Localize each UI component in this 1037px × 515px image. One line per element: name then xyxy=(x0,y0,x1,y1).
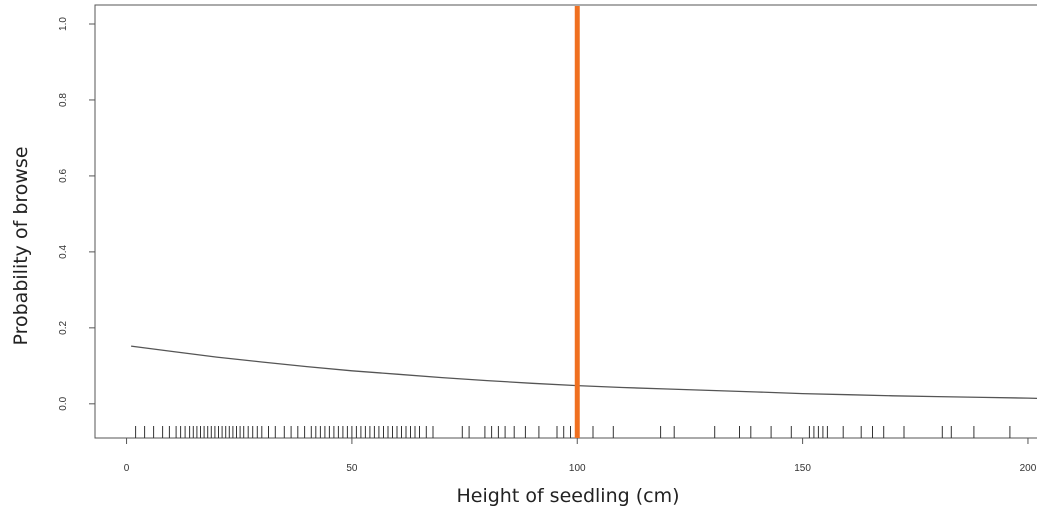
x-axis-title: Height of seedling (cm) xyxy=(456,485,679,507)
y-tick-label-0: 0.0 xyxy=(58,396,69,410)
y-tick-label-5: 1.0 xyxy=(58,17,69,31)
x-tick-label-1: 50 xyxy=(346,463,358,474)
x-tick-label-3: 150 xyxy=(794,463,811,474)
y-tick-label-2: 0.4 xyxy=(58,245,69,259)
y-tick-label-3: 0.6 xyxy=(58,169,69,183)
fitted-curve xyxy=(131,345,1037,400)
plot-frame xyxy=(94,4,1037,439)
y-tick-label-1: 0.2 xyxy=(58,321,69,335)
y-axis-title: Probability of browse xyxy=(10,146,32,345)
x-axis: 0 50 100 150 200 xyxy=(124,438,1037,474)
y-tick-label-4: 0.8 xyxy=(58,93,69,107)
x-tick-label-4: 200 xyxy=(1020,463,1037,474)
y-axis: 0.0 0.2 0.4 0.6 0.8 1.0 xyxy=(58,17,95,411)
x-tick-label-0: 0 xyxy=(124,463,130,474)
rug-layer xyxy=(135,426,1011,438)
x-tick-label-2: 100 xyxy=(569,463,586,474)
